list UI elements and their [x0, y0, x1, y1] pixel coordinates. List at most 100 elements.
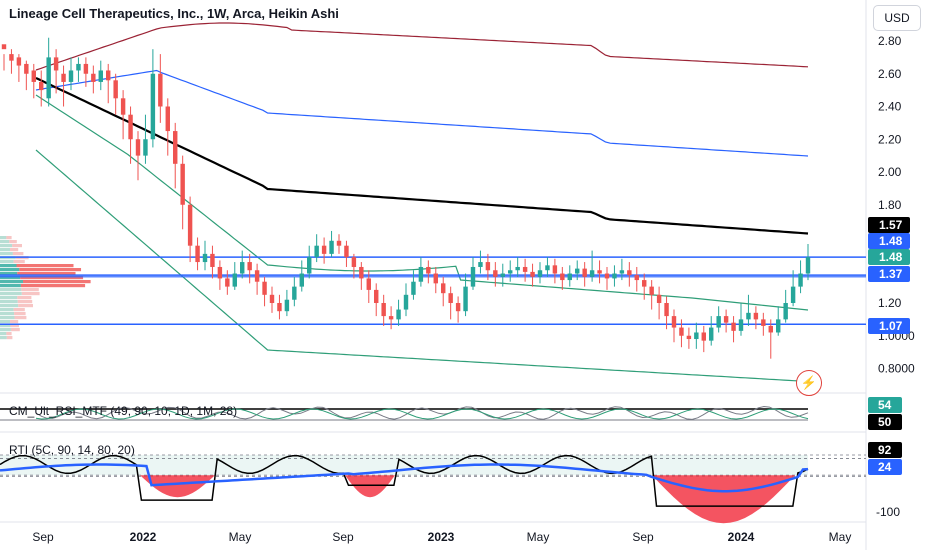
candle-body — [225, 278, 230, 287]
candle-body — [642, 280, 647, 287]
rti-axis-label: -100 — [876, 505, 900, 519]
candle-body — [515, 266, 520, 271]
rsi-indicator-label[interactable]: CM_Ult_RSI_MTF (49, 90, 10, 1D, 1M, 28) — [9, 404, 238, 418]
x-tick-label: Sep — [332, 530, 354, 544]
candle-body — [545, 265, 550, 271]
candle-body — [694, 332, 699, 340]
candle-body — [106, 70, 111, 81]
rti-indicator-label[interactable]: RTI (5C, 90, 14, 80, 20) — [9, 443, 135, 457]
volume-profile-bar — [6, 336, 13, 340]
candle-body — [649, 286, 654, 295]
candle-body — [508, 270, 513, 274]
candle-body — [254, 270, 260, 282]
candle-body — [128, 114, 133, 140]
volume-profile-bar — [16, 264, 74, 268]
candle-body — [83, 63, 89, 74]
candle-body — [351, 257, 357, 267]
candle-body — [753, 312, 759, 320]
candle-body — [537, 270, 543, 277]
volume-profile-bar — [0, 324, 11, 328]
candle-body — [247, 262, 252, 271]
candle-body — [180, 163, 185, 205]
candle-body — [671, 316, 677, 328]
candle-body — [731, 322, 736, 331]
candle-body — [24, 63, 29, 74]
price-label-bg — [868, 249, 910, 265]
volume-profile-bar — [10, 248, 19, 252]
rti-axis-label: 92 — [878, 443, 892, 457]
candle-body — [709, 327, 714, 341]
candle-body — [470, 266, 476, 287]
volume-profile-bar — [13, 308, 25, 312]
volume-profile-bar — [14, 312, 26, 316]
rti-oversold-fill — [345, 475, 395, 498]
volume-profile-bar — [6, 236, 12, 240]
price-label: 1.57 — [879, 218, 903, 232]
candle-body — [776, 319, 781, 333]
volume-profile-bar — [0, 304, 19, 308]
rti-axis-label-bg — [868, 442, 902, 458]
candle-body — [150, 73, 156, 140]
rsi-axis-label: 50 — [878, 415, 892, 429]
volume-profile-bar — [19, 268, 82, 272]
candle-body — [232, 273, 237, 287]
volume-profile-bar — [13, 260, 25, 264]
candle-body — [46, 57, 51, 99]
candle-body — [723, 316, 729, 323]
candle-body — [39, 81, 44, 91]
volume-profile-bar — [0, 248, 11, 252]
volume-profile-bar — [0, 328, 11, 332]
volume-profile-bar — [0, 272, 18, 276]
candle-body — [299, 273, 304, 287]
candle-body — [664, 303, 669, 317]
x-tick-label: 2024 — [728, 530, 755, 544]
candle-body — [269, 294, 275, 303]
y-tick-label: 2.80 — [878, 34, 902, 48]
volume-profile-bar — [0, 260, 14, 264]
volume-profile-bar — [10, 328, 20, 332]
candle-body — [403, 294, 409, 310]
lightning-icon[interactable]: ⚡ — [796, 370, 822, 396]
volume-profile-bar — [0, 236, 7, 240]
candle-body — [143, 139, 148, 156]
y-tick-label: 2.40 — [878, 100, 902, 114]
candle-body — [359, 266, 364, 279]
volume-profile-bar — [0, 264, 17, 268]
candle-body — [441, 283, 446, 294]
candle-body — [195, 245, 200, 263]
rti-signal-line — [0, 463, 809, 493]
currency-button[interactable]: USD — [873, 5, 921, 31]
candle-body — [217, 266, 223, 279]
price-label: 1.48 — [879, 234, 903, 248]
volume-profile-bar — [17, 296, 32, 300]
volume-profile-bar — [0, 316, 15, 320]
volume-profile-bar — [0, 332, 7, 336]
candle-body — [284, 299, 290, 312]
x-tick-label: May — [527, 530, 550, 544]
candle-body — [522, 266, 528, 272]
candle-body — [552, 265, 558, 274]
candle-body — [240, 262, 245, 274]
candle-body — [91, 73, 96, 82]
candle-body — [500, 273, 505, 277]
candle-body — [165, 106, 170, 132]
candle-body — [113, 80, 118, 99]
rsi-line — [35, 405, 809, 420]
candle-body — [374, 289, 379, 303]
candle-body — [597, 270, 602, 274]
candle-body — [679, 327, 684, 336]
volume-profile-bar — [10, 324, 19, 328]
candle-body — [656, 294, 662, 303]
candle-body — [604, 273, 610, 279]
candle-body — [560, 273, 565, 281]
candle-body — [388, 316, 394, 320]
price-label-bg — [868, 233, 910, 249]
candle-body — [381, 303, 386, 317]
upper-band-2 — [35, 69, 809, 157]
volume-profile-bar — [20, 284, 86, 288]
candle-body — [61, 73, 66, 82]
rsi-axis-label: 54 — [878, 398, 892, 412]
rti-axis-label: 24 — [878, 460, 892, 474]
candle-body — [120, 98, 126, 115]
volume-profile-bar — [9, 240, 17, 244]
